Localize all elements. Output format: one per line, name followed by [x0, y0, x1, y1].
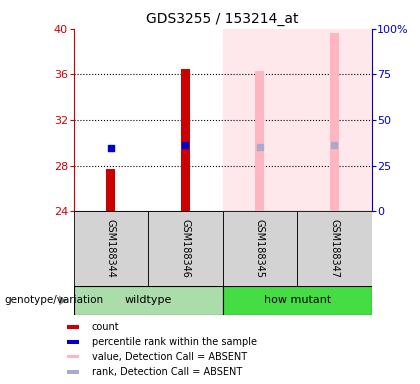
Bar [223, 211, 297, 286]
Bar [74, 211, 148, 286]
Text: GSM188345: GSM188345 [255, 219, 265, 278]
Text: wildtype: wildtype [124, 295, 172, 306]
Bar [330, 33, 339, 211]
Point [182, 142, 189, 148]
Text: value, Detection Call = ABSENT: value, Detection Call = ABSENT [92, 351, 247, 362]
Text: rank, Detection Call = ABSENT: rank, Detection Call = ABSENT [92, 367, 242, 377]
Polygon shape [59, 296, 67, 305]
Bar [67, 340, 79, 344]
Bar [67, 325, 79, 329]
Text: percentile rank within the sample: percentile rank within the sample [92, 337, 257, 347]
Point [108, 146, 114, 152]
Text: genotype/variation: genotype/variation [4, 295, 103, 306]
Text: GSM188346: GSM188346 [180, 219, 190, 278]
Title: GDS3255 / 153214_at: GDS3255 / 153214_at [146, 12, 299, 26]
Text: count: count [92, 322, 120, 332]
Text: GSM188347: GSM188347 [329, 219, 339, 278]
Bar [74, 286, 223, 315]
Bar [223, 29, 297, 211]
Text: how mutant: how mutant [263, 295, 331, 306]
Bar [297, 29, 372, 211]
Point [257, 144, 263, 151]
Bar [223, 211, 297, 286]
Bar [297, 211, 372, 286]
Bar [67, 355, 79, 358]
Bar [223, 286, 372, 315]
Bar [181, 69, 190, 211]
Point [331, 142, 338, 148]
Bar [67, 370, 79, 374]
Bar [148, 211, 223, 286]
Text: GSM188344: GSM188344 [106, 219, 116, 278]
Bar [255, 71, 264, 211]
Bar [106, 169, 115, 211]
Bar [297, 211, 372, 286]
